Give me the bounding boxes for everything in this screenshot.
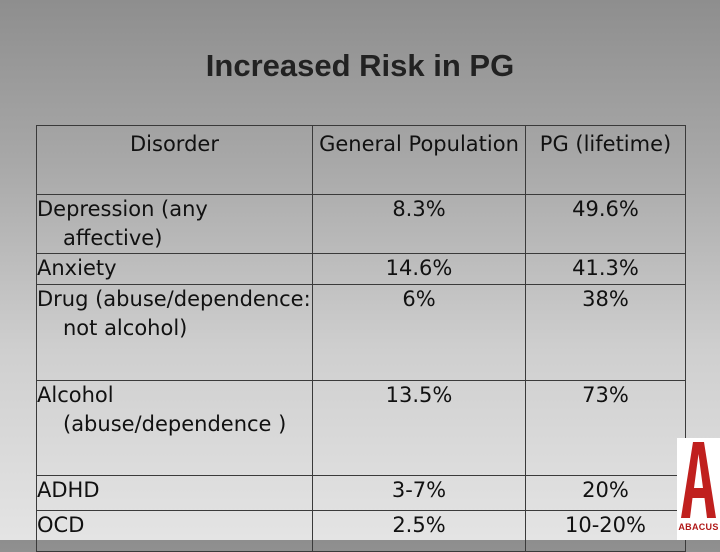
slide-title: Increased Risk in PG — [205, 48, 515, 83]
disorder-label: OCD — [37, 513, 85, 537]
logo-brand-text: ABACUS — [678, 522, 719, 532]
pg-value-cell: 73% — [525, 380, 686, 476]
disorder-cell: Anxiety — [36, 253, 313, 285]
disorder-label: Drug (abuse/dependence: not alcohol) — [37, 287, 311, 340]
pg-value-cell: 10-20% — [525, 510, 686, 552]
disorder-label: Alcohol (abuse/dependence ) — [37, 383, 287, 436]
table-row: ADHD 3-7% 20% — [36, 475, 686, 511]
table-row: Drug (abuse/dependence: not alcohol) 6% … — [36, 284, 686, 381]
header-general-population: General Population — [312, 125, 526, 195]
risk-table: Disorder General Population PG (lifetime… — [36, 125, 686, 552]
table-row: Anxiety 14.6% 41.3% — [36, 253, 686, 285]
table-row: Alcohol (abuse/dependence ) 13.5% 73% — [36, 380, 686, 476]
general-value-cell: 3-7% — [312, 475, 526, 511]
general-value-cell: 13.5% — [312, 380, 526, 476]
disorder-cell: ADHD — [36, 475, 313, 511]
disorder-cell: OCD — [36, 510, 313, 552]
disorder-cell: Alcohol (abuse/dependence ) — [36, 380, 313, 476]
header-pg-lifetime: PG (lifetime) — [525, 125, 686, 195]
header-disorder: Disorder — [36, 125, 313, 195]
abacus-logo-icon — [681, 442, 716, 518]
disorder-cell: Drug (abuse/dependence: not alcohol) — [36, 284, 313, 381]
table-header-row: Disorder General Population PG (lifetime… — [36, 125, 686, 195]
pg-value-cell: 38% — [525, 284, 686, 381]
pg-value-cell: 49.6% — [525, 194, 686, 254]
disorder-label: Depression (any affective) — [37, 197, 208, 250]
abacus-logo: ABACUS — [677, 438, 720, 540]
pg-value-cell: 20% — [525, 475, 686, 511]
general-value-cell: 8.3% — [312, 194, 526, 254]
pg-value-cell: 41.3% — [525, 253, 686, 285]
disorder-label: ADHD — [37, 478, 100, 502]
general-value-cell: 2.5% — [312, 510, 526, 552]
table-row: OCD 2.5% 10-20% — [36, 510, 686, 552]
table-row: Depression (any affective) 8.3% 49.6% — [36, 194, 686, 254]
general-value-cell: 6% — [312, 284, 526, 381]
disorder-cell: Depression (any affective) — [36, 194, 313, 254]
general-value-cell: 14.6% — [312, 253, 526, 285]
disorder-label: Anxiety — [37, 256, 117, 280]
